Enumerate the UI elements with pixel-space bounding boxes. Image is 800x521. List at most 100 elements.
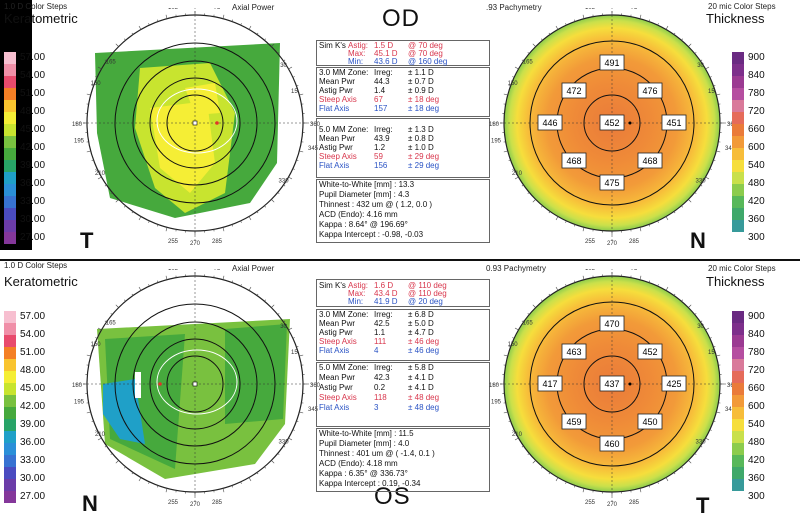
scale-label: 840: [748, 70, 765, 81]
degree-label: 180: [72, 122, 83, 128]
degree-tick: [716, 150, 721, 153]
degree-label: 30: [697, 63, 704, 69]
pachy-color-steps: 20 mic Color Steps: [708, 2, 776, 11]
degree-tick: [681, 466, 683, 469]
degree-tick: [705, 327, 710, 331]
degree-tick: [264, 466, 266, 469]
scale-swatch: [732, 160, 744, 172]
degree-label: 270: [607, 502, 618, 508]
degree-tick: [657, 23, 659, 26]
degree-tick: [240, 481, 242, 484]
pachymetry-map[interactable]: 1059075255270285165150195180210153603453…: [486, 8, 751, 248]
scale-label: 360: [748, 473, 765, 484]
scale-swatch: [732, 479, 744, 491]
degree-tick: [582, 488, 585, 493]
degree-tick: [91, 420, 94, 422]
simk-min: 43.6 D: [374, 57, 398, 66]
degree-tick: [639, 14, 642, 19]
degree-label: 360: [310, 383, 321, 389]
scale-label: 420: [748, 455, 765, 466]
degree-tick: [700, 445, 703, 448]
scale-label: 51.00: [20, 88, 46, 99]
od-exam: 1.0 D Color Steps Keratometric Axial Pow…: [0, 0, 800, 260]
scale-swatch: [732, 443, 744, 455]
scale-label: 30.00: [20, 214, 46, 225]
pachy-value-left: 417: [542, 379, 557, 389]
pachymetry-label: .93 Pachymetry: [486, 3, 542, 12]
pachymetry-label: 0.93 Pachymetry: [486, 264, 547, 273]
simk-astig-at: @ 110 deg: [408, 281, 447, 290]
pachy-value-box-bottom: [599, 174, 625, 191]
simk-min-label: Min:: [348, 297, 364, 306]
degree-label: 285: [212, 500, 223, 506]
degree-label: 105: [585, 8, 596, 11]
degree-tick: [514, 437, 519, 441]
pachy-value-box-top: [599, 315, 625, 332]
zone5-astig-pm: ± 4.1 D: [408, 383, 434, 392]
degree-tick: [165, 14, 168, 19]
degree-tick: [138, 216, 142, 221]
power-zone-blue: [103, 379, 145, 444]
degree-tick: [503, 411, 508, 414]
degree-tick: [148, 23, 150, 26]
degree-tick: [673, 472, 676, 475]
zone5-mean-label: Mean Pwr: [319, 373, 356, 382]
zone5-steep-label: Steep Axis: [319, 393, 357, 402]
pachy-value-box-ur: [637, 82, 663, 99]
degree-label: 15: [708, 89, 715, 95]
zone3-irreg-label: Irreg:: [374, 68, 393, 77]
power-zone-yellow: [150, 101, 215, 193]
degree-tick: [240, 23, 242, 26]
simk-astig-label: Astig:: [348, 41, 369, 50]
pachy-value-box-ur: [637, 343, 663, 360]
simk-max-label: Max:: [348, 289, 366, 298]
degree-tick: [512, 76, 515, 78]
zone5-box: [316, 362, 490, 427]
degree-label: 90: [609, 8, 616, 9]
degree-tick: [271, 460, 275, 464]
degree-label: 270: [190, 502, 201, 508]
degree-tick: [248, 216, 252, 221]
scale-label: 36.00: [20, 178, 46, 189]
scale-label: 54.00: [20, 329, 46, 340]
scale-label: 57.00: [20, 311, 46, 322]
scale-swatch: [4, 112, 16, 124]
scale-swatch: [4, 184, 16, 196]
pachy-value-top: 491: [604, 58, 619, 68]
degree-tick: [131, 32, 134, 35]
pachymetry-map[interactable]: 1059075255270285165150195180210153603453…: [486, 269, 751, 509]
scale-swatch: [732, 359, 744, 371]
pachy-value-bottom: 460: [604, 439, 619, 449]
simk-astig: 1.5 D: [374, 41, 394, 50]
degree-tick: [705, 437, 710, 441]
simk-astig: 1.6 D: [374, 281, 394, 290]
zone5-flat: 156: [374, 161, 388, 170]
degree-tick: [565, 481, 567, 484]
degree-tick: [104, 320, 107, 323]
degree-tick: [124, 466, 126, 469]
zone5-mean: 42.3: [374, 373, 390, 382]
degree-tick: [512, 168, 515, 170]
zone5-mean-label: Mean Pwr: [319, 134, 356, 143]
axial-topography-map[interactable]: 105 90 75 255 270 285 165 150 195 180 210 15 360 345 3…: [60, 8, 330, 248]
pachy-value-box-bottom: [599, 435, 625, 452]
degree-tick: [91, 85, 94, 87]
degree-label: 75: [214, 269, 221, 272]
thinnest-marker: [628, 121, 632, 125]
degree-label: 345: [308, 146, 319, 152]
axial-topography-map[interactable]: 105 90 75 255 270 285 165 150 195 180 210 15 360 345 3…: [60, 269, 330, 509]
keratometric-label: Keratometric: [4, 274, 78, 289]
scale-label: 600: [748, 142, 765, 153]
degree-tick: [138, 477, 142, 482]
degree-label: 330: [279, 178, 290, 184]
degree-tick: [124, 205, 126, 208]
degree-tick: [565, 284, 567, 287]
degree-tick: [148, 284, 150, 287]
scale-label: 540: [748, 419, 765, 430]
scale-label: 300: [748, 491, 765, 502]
degree-tick: [582, 227, 585, 232]
degree-tick: [521, 320, 524, 323]
degree-tick: [688, 460, 692, 464]
degree-tick: [639, 227, 642, 232]
degree-tick: [283, 59, 286, 62]
